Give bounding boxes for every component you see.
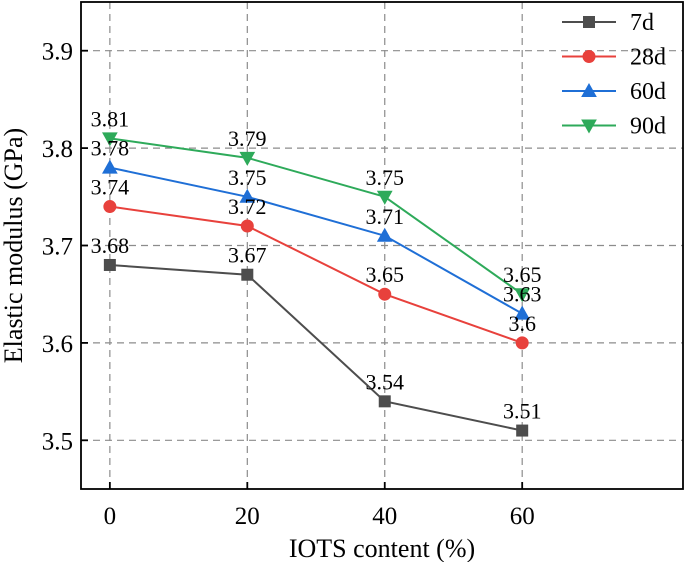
data-point-60d xyxy=(376,227,393,242)
data-label-90d: 3.65 xyxy=(503,262,542,287)
data-label-28d: 3.74 xyxy=(91,175,130,200)
data-point-7d xyxy=(241,268,254,281)
x-tick-label: 60 xyxy=(510,503,535,530)
data-point-60d xyxy=(102,159,118,174)
data-labels: 3.68 3.67 3.54 3.51 3.74 3.72 3.65 3.6 3.78 3.75 3… xyxy=(91,106,542,423)
data-label-90d: 3.75 xyxy=(365,165,404,190)
y-tick-label: 3.5 xyxy=(42,428,73,455)
data-label-60d: 3.75 xyxy=(228,165,267,190)
data-label-28d: 3.65 xyxy=(365,262,404,287)
data-point-90d xyxy=(239,151,256,166)
series-line-7d xyxy=(109,263,523,432)
x-tick-label: 40 xyxy=(372,503,397,530)
legend-label-90d: 90d xyxy=(630,114,666,140)
data-label-7d: 3.51 xyxy=(503,399,542,424)
legend-marker-7d xyxy=(583,16,595,28)
data-label-7d: 3.54 xyxy=(365,369,404,394)
legend-marker-28d xyxy=(582,50,596,63)
y-tick-label: 3.7 xyxy=(42,234,73,261)
legend-item-90d: 90d xyxy=(562,114,666,140)
data-point-90d xyxy=(376,190,393,205)
data-point-7d xyxy=(516,424,529,437)
y-tick-label: 3.6 xyxy=(42,331,73,358)
legend-label-60d: 60d xyxy=(630,79,666,105)
data-point-90d xyxy=(102,132,118,147)
data-label-90d: 3.79 xyxy=(228,126,267,151)
series-90d xyxy=(102,132,531,303)
x-tick-label: 20 xyxy=(235,503,260,530)
y-axis-label: Elastic modulus (GPa) xyxy=(0,128,28,363)
legend-marker-60d xyxy=(581,82,597,97)
y-tick-label: 3.8 xyxy=(42,136,73,163)
legend-label-7d: 7d xyxy=(630,10,654,36)
data-label-28d: 3.6 xyxy=(508,311,536,336)
data-point-90d xyxy=(514,288,531,303)
data-label-90d: 3.81 xyxy=(91,106,130,131)
legend-label-28d: 28d xyxy=(630,45,666,71)
series-line-28d xyxy=(109,205,523,344)
legend: 7d 28d 60d 90d xyxy=(562,10,666,140)
data-point-28d xyxy=(515,336,529,350)
series-line-90d xyxy=(109,137,523,296)
legend-marker-90d xyxy=(581,119,597,134)
data-label-7d: 3.68 xyxy=(91,233,130,258)
series-group xyxy=(102,132,531,437)
data-label-60d: 3.63 xyxy=(503,282,542,307)
data-point-7d xyxy=(103,258,116,271)
data-point-28d xyxy=(103,200,117,214)
data-label-60d: 3.78 xyxy=(91,136,130,161)
x-axis-label: IOTS content (%) xyxy=(289,534,475,562)
y-tick-label: 3.9 xyxy=(42,39,73,66)
x-tick-label: 0 xyxy=(104,503,117,530)
series-60d xyxy=(102,159,531,320)
data-point-28d xyxy=(378,287,392,301)
data-label-60d: 3.71 xyxy=(365,204,404,229)
data-point-28d xyxy=(240,219,254,233)
data-point-60d xyxy=(514,305,531,320)
data-point-60d xyxy=(239,188,256,203)
grid xyxy=(81,2,683,489)
series-line-60d xyxy=(109,166,523,315)
series-28d xyxy=(103,200,529,350)
legend-item-28d: 28d xyxy=(562,45,666,71)
data-label-28d: 3.72 xyxy=(228,194,267,219)
axis-ticks: 0 20 40 60 3.5 3.6 3.7 3.8 3.9 xyxy=(42,39,535,530)
data-point-7d xyxy=(378,395,391,408)
legend-item-60d: 60d xyxy=(562,79,666,105)
series-7d xyxy=(103,258,529,437)
legend-item-7d: 7d xyxy=(562,10,654,36)
data-label-7d: 3.67 xyxy=(228,243,267,268)
